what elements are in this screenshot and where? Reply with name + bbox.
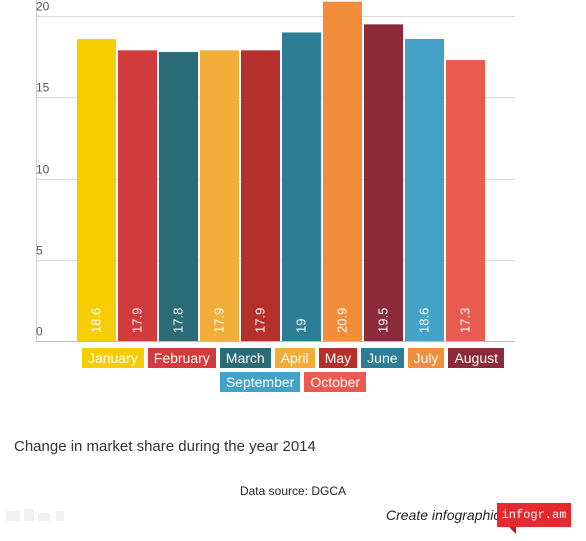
bar-value-label: 18.6	[89, 308, 104, 333]
bar-value-label: 19.5	[376, 308, 391, 333]
bar-march[interactable]	[159, 51, 198, 341]
chart-caption: Change in market share during the year 2…	[14, 438, 316, 455]
bar-february[interactable]	[118, 50, 157, 341]
legend-item-february[interactable]: February	[147, 348, 216, 368]
y-tick-label: 10	[36, 163, 50, 177]
bar-january[interactable]	[77, 38, 116, 341]
y-tick-label: 5	[36, 244, 43, 258]
bar-value-label: 17.9	[212, 308, 227, 333]
legend-item-march[interactable]: March	[219, 348, 271, 368]
create-infographics-link[interactable]: Create infographics	[386, 507, 508, 523]
legend-item-september[interactable]: September	[219, 372, 301, 392]
y-axis-ticks: 0 5 10 15 20	[36, 0, 50, 339]
y-tick-label: 0	[36, 325, 43, 339]
bar-august[interactable]	[364, 24, 403, 341]
faint-logo-icon	[6, 509, 64, 521]
bar-value-label: 17.9	[130, 308, 145, 333]
legend-item-june[interactable]: June	[361, 348, 404, 368]
bar-value-label: 17.8	[171, 308, 186, 333]
legend-item-may[interactable]: May	[318, 348, 358, 368]
legend-row-2: September October	[0, 372, 586, 392]
bar-value-label: 20.9	[335, 308, 350, 333]
bar-value-label: 17.3	[458, 308, 473, 333]
bar-september[interactable]	[405, 38, 444, 341]
bar-april[interactable]	[200, 50, 239, 341]
bar-october[interactable]	[446, 60, 485, 341]
bar-july[interactable]	[323, 1, 362, 341]
bar-value-labels: 18.6 17.9 17.8 17.9 17.9 19 20.9 19.5 18.6 17.3	[89, 308, 473, 333]
legend-item-july[interactable]: July	[407, 348, 445, 368]
infogram-brand-badge[interactable]: infogr.am	[497, 503, 571, 534]
legend-item-april[interactable]: April	[274, 348, 315, 368]
y-tick-label: 20	[36, 0, 50, 14]
bar-may[interactable]	[241, 50, 280, 341]
data-source: Data source: DGCA	[239, 484, 347, 498]
legend-item-october[interactable]: October	[304, 372, 367, 392]
bar-june[interactable]	[282, 32, 321, 341]
y-tick-label: 15	[36, 81, 50, 95]
bars	[77, 1, 485, 341]
legend-item-august[interactable]: August	[448, 348, 505, 368]
legend-item-january[interactable]: January	[81, 348, 144, 368]
bar-value-label: 18.6	[417, 308, 432, 333]
bar-value-label: 19	[294, 319, 309, 333]
legend-row-1: January February March April May June July Augu…	[0, 348, 586, 368]
bar-value-label: 17.9	[253, 308, 268, 333]
